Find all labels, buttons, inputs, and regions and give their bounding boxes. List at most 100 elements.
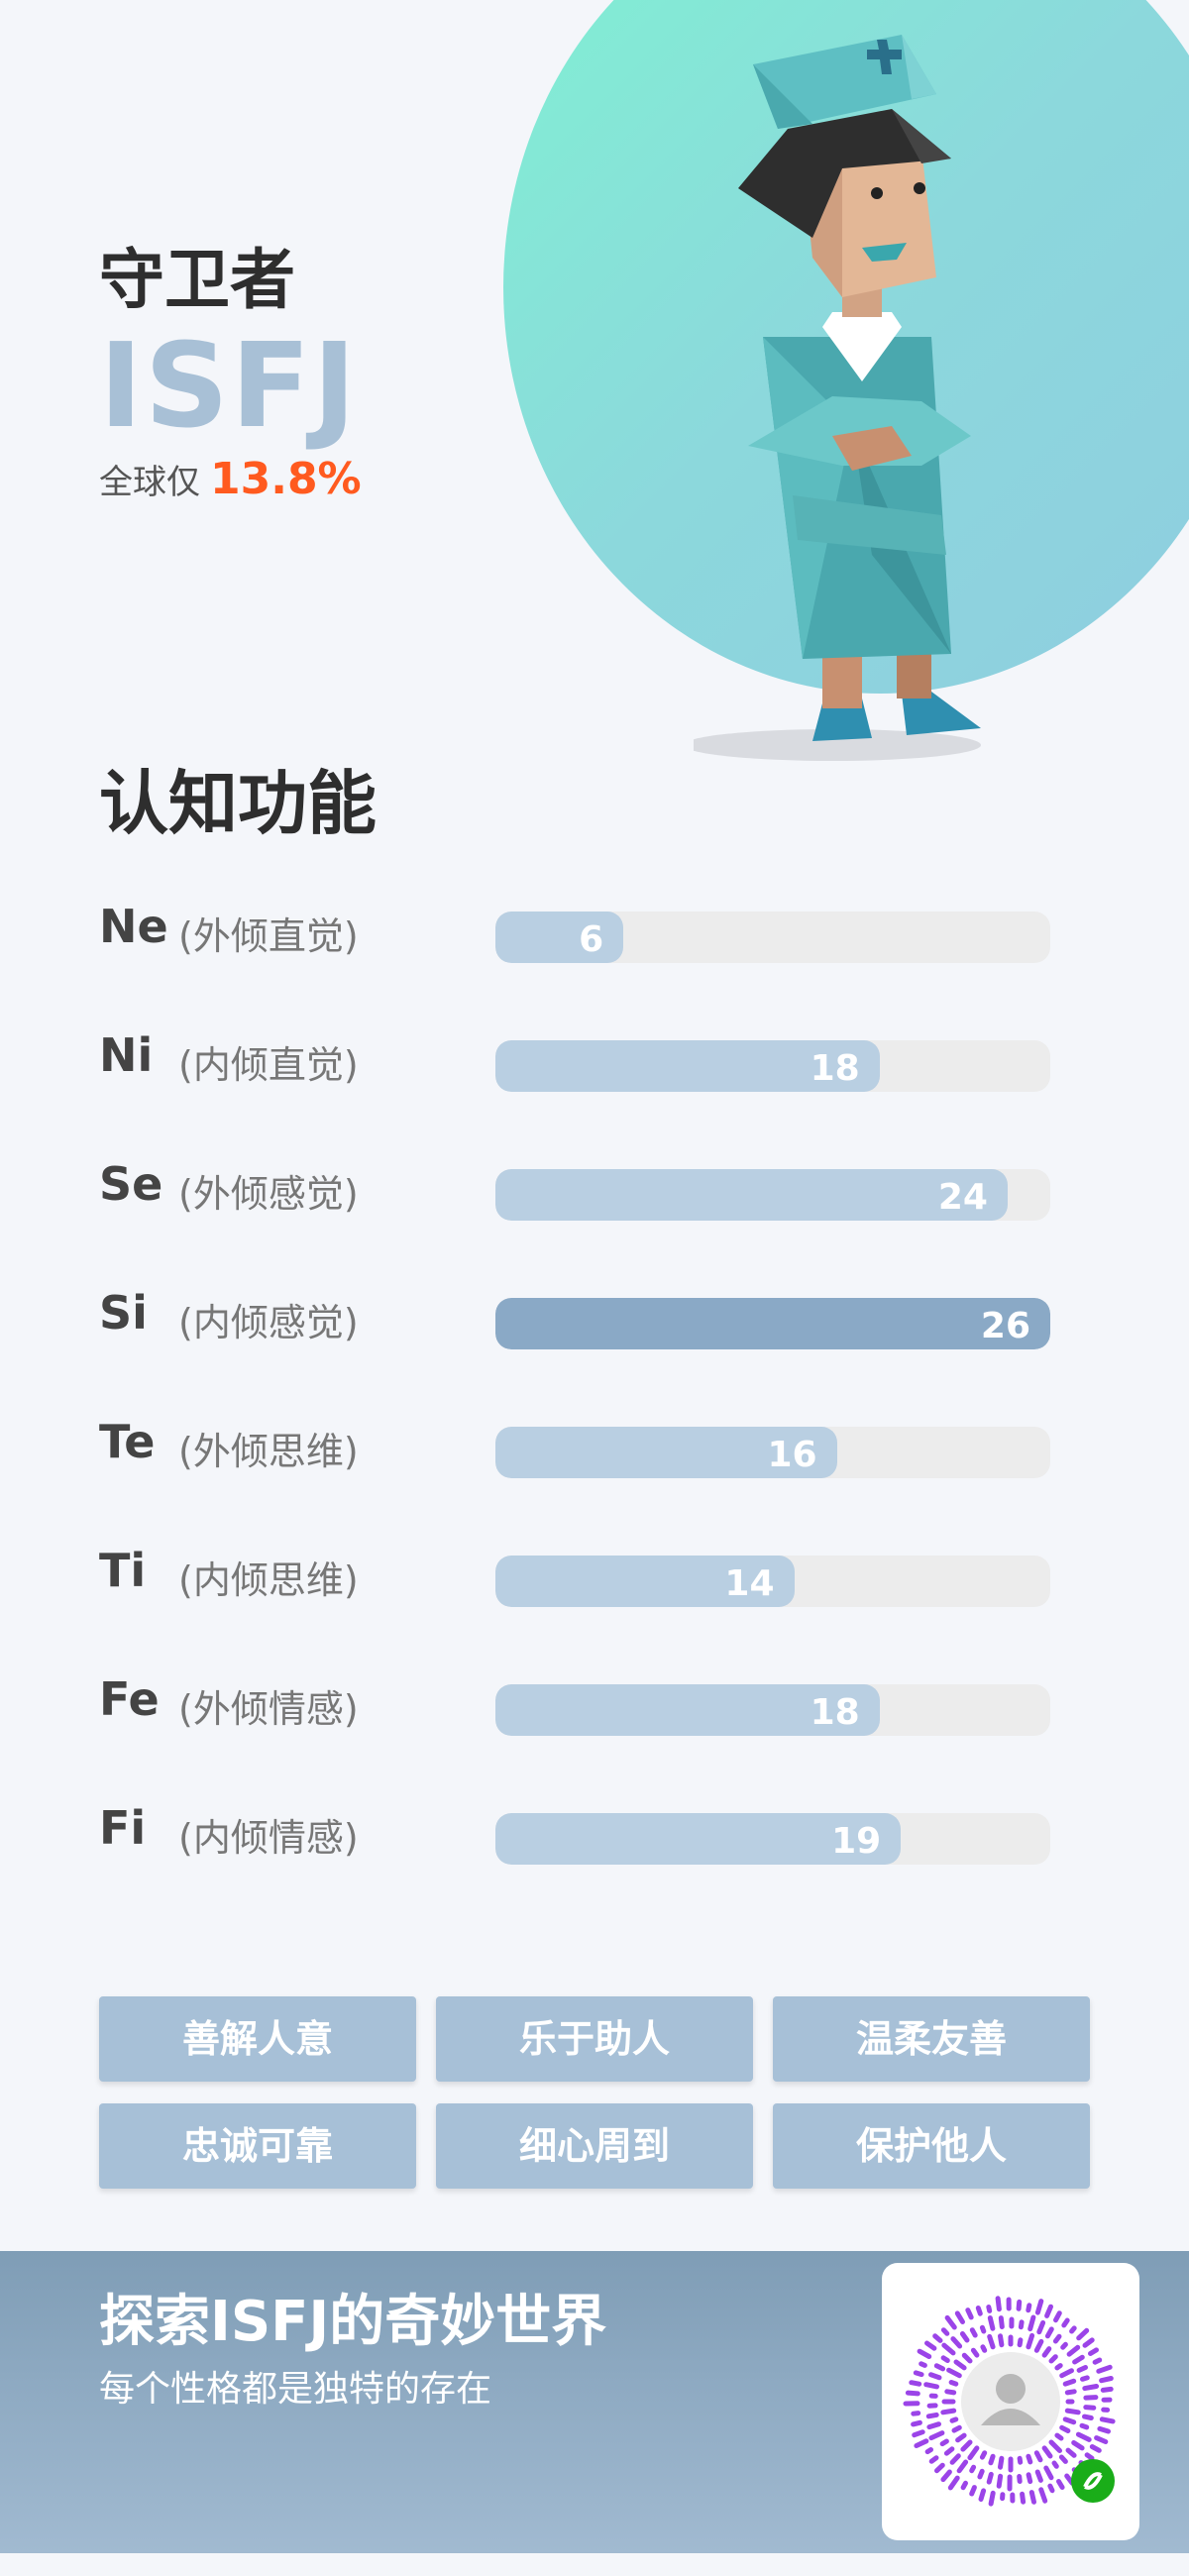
qr-ray xyxy=(965,2308,974,2320)
qr-ray xyxy=(977,2468,985,2480)
qr-ray xyxy=(923,2382,939,2390)
qr-ray xyxy=(934,2462,945,2474)
qr-ray xyxy=(960,2439,973,2452)
function-value: 24 xyxy=(937,1177,988,1218)
user-avatar-icon xyxy=(996,2374,1026,2404)
qr-ray xyxy=(924,2340,937,2351)
qr-ray xyxy=(1064,2389,1077,2396)
qr-ray xyxy=(995,2296,1002,2312)
function-value: 16 xyxy=(767,1435,817,1475)
qr-ray xyxy=(1059,2368,1074,2379)
qr-ray xyxy=(911,2411,921,2416)
function-row: Ni (内倾直觉) 18 xyxy=(99,1020,1090,1149)
qr-ray xyxy=(1099,2376,1114,2384)
qr-ray xyxy=(975,2306,983,2316)
function-code: Fe xyxy=(99,1672,160,1726)
qr-ray xyxy=(911,2419,922,2427)
qr-ray xyxy=(1034,2299,1044,2315)
qr-ray xyxy=(946,2367,962,2379)
trait-tag: 乐于助人 xyxy=(436,1996,753,2082)
function-bar-fill: 16 xyxy=(495,1427,837,1478)
qr-ray xyxy=(1089,2444,1102,2453)
qr-ray xyxy=(928,2372,942,2381)
function-label: (内倾思维) xyxy=(178,1558,359,1602)
qr-ray xyxy=(998,2455,1005,2470)
qr-ray xyxy=(950,2336,963,2349)
function-row: Se (外倾感觉) 24 xyxy=(99,1149,1090,1278)
qr-ray xyxy=(1059,2424,1071,2433)
qr-ray xyxy=(924,2447,933,2455)
qr-rays xyxy=(903,2296,1116,2507)
qr-ray xyxy=(1062,2416,1077,2425)
function-bar-fill: 18 xyxy=(495,1684,880,1736)
cognitive-functions-list: Ne (外倾直觉) 6 Ni (内倾直觉) 18 Se (外倾感觉) 24 Si… xyxy=(99,892,1090,1922)
function-bar-track: 6 xyxy=(495,912,1050,963)
personality-type-code: ISFJ xyxy=(99,317,359,454)
qr-ray xyxy=(980,2344,988,2353)
qr-ray xyxy=(1084,2452,1095,2461)
function-bar-track: 18 xyxy=(495,1040,1050,1092)
qr-ray xyxy=(1043,2465,1054,2481)
qr-ray xyxy=(1033,2450,1043,2463)
qr-ray xyxy=(1058,2454,1068,2464)
qr-ray xyxy=(1017,2474,1023,2484)
function-bar-track: 18 xyxy=(495,1684,1050,1736)
qr-ray xyxy=(947,2475,960,2491)
qr-ray xyxy=(1047,2483,1055,2494)
function-label: (内倾感觉) xyxy=(178,1301,359,1344)
function-bar-track: 26 xyxy=(495,1298,1050,1349)
function-bar-fill: 19 xyxy=(495,1813,902,1865)
function-label: (内倾直觉) xyxy=(178,1043,359,1087)
qr-code-card[interactable] xyxy=(882,2263,1139,2540)
qr-ray xyxy=(1017,2337,1024,2348)
qr-ray xyxy=(919,2361,927,2368)
hero-section: 守卫者 ISFJ 全球仅 13.8% xyxy=(0,0,1189,761)
qr-ray xyxy=(1018,2319,1025,2330)
qr-ray xyxy=(969,2464,977,2474)
banner-subtitle: 每个性格都是独特的存在 xyxy=(99,2369,492,2410)
function-bar-track: 16 xyxy=(495,1427,1050,1478)
function-bar-track: 14 xyxy=(495,1556,1050,1607)
qr-ray xyxy=(1027,2314,1036,2332)
function-row: Ne (外倾直觉) 6 xyxy=(99,892,1090,1020)
function-label: (内倾情感) xyxy=(178,1816,359,1860)
qr-ray xyxy=(1056,2479,1065,2490)
qr-ray xyxy=(1075,2431,1092,2442)
qr-ray xyxy=(949,2453,961,2465)
mini-program-qr-code-icon xyxy=(903,2296,1116,2507)
qr-ray xyxy=(1026,2453,1033,2465)
function-value: 6 xyxy=(579,919,604,960)
qr-ray xyxy=(909,2380,922,2387)
cognitive-functions-title: 认知功能 xyxy=(99,763,377,844)
qr-ray xyxy=(960,2480,968,2491)
mini-program-badge-icon xyxy=(1071,2459,1115,2503)
function-code: Ti xyxy=(99,1544,147,1597)
qr-ray xyxy=(1061,2317,1070,2328)
qr-ray xyxy=(1020,2491,1027,2505)
qr-ray xyxy=(940,2408,957,2415)
qr-ray xyxy=(1099,2416,1116,2424)
qr-ray xyxy=(1034,2469,1043,2483)
qr-ray xyxy=(914,2438,929,2448)
trait-tag: 细心周到 xyxy=(436,2103,753,2189)
qr-ray xyxy=(996,2473,1004,2489)
global-share-prefix: 全球仅 xyxy=(99,463,200,502)
qr-ray xyxy=(951,2424,962,2433)
qr-ray xyxy=(1076,2365,1088,2373)
banner-title: 探索ISFJ的奇妙世界 xyxy=(99,2290,607,2354)
qr-ray xyxy=(1096,2364,1113,2374)
function-value: 18 xyxy=(810,1692,860,1733)
qr-ray xyxy=(1082,2384,1100,2392)
function-label: (外倾感觉) xyxy=(178,1172,359,1216)
qr-ray xyxy=(1064,2408,1081,2415)
function-bar-fill: 26 xyxy=(495,1298,1050,1349)
qr-ray xyxy=(939,2438,949,2447)
qr-ray xyxy=(1026,2332,1035,2350)
function-label: (外倾思维) xyxy=(178,1430,359,1473)
function-row: Fe (外倾情感) 18 xyxy=(99,1664,1090,1793)
qr-ray xyxy=(1028,2490,1036,2505)
qr-ray xyxy=(944,2389,957,2396)
qr-ray xyxy=(941,2342,956,2356)
qr-ray xyxy=(987,2333,996,2350)
qr-ray xyxy=(1079,2422,1090,2430)
